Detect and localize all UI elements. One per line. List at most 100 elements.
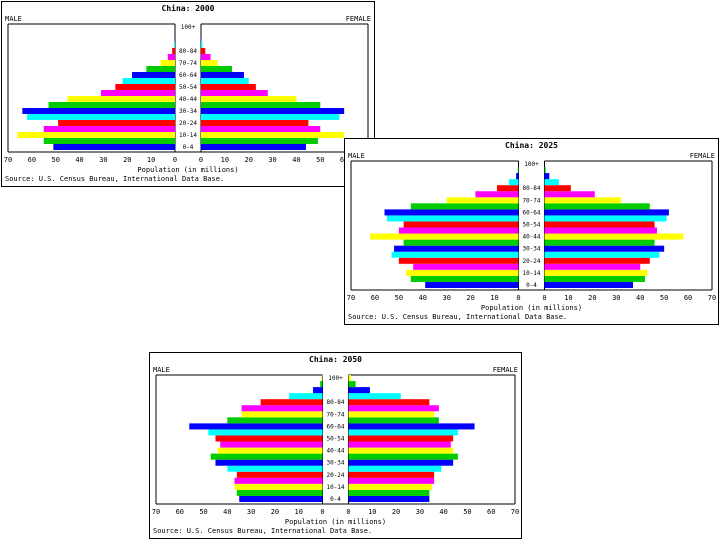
male-bar-75-79	[475, 191, 519, 198]
x-tick-label: 0	[346, 508, 350, 516]
female-bar-20-24	[201, 120, 309, 126]
female-bar-80-84	[544, 185, 571, 192]
female-bar-85-89	[201, 42, 203, 48]
male-bar-40-44	[67, 96, 175, 102]
female-bar-65-69	[348, 417, 439, 424]
male-bar-15-19	[234, 477, 323, 484]
female-bar-5-9	[544, 275, 645, 282]
x-tick-label: 50	[660, 294, 668, 302]
female-label: FEMALE	[493, 366, 518, 374]
x-tick-label: 60	[487, 508, 495, 516]
male-bar-10-14	[406, 269, 519, 276]
source-note: Source: U.S. Census Bureau, Internationa…	[348, 313, 567, 321]
male-label: MALE	[348, 152, 365, 160]
x-tick-label: 0	[320, 508, 324, 516]
male-bar-30-34	[215, 459, 323, 466]
x-tick-label: 60	[371, 294, 379, 302]
male-bar-65-69	[227, 417, 323, 424]
male-bar-65-69	[146, 66, 175, 72]
age-label: 60-64	[522, 209, 540, 216]
male-bar-40-44	[217, 447, 323, 454]
male-bar-40-44	[370, 233, 519, 240]
female-bar-100+	[348, 375, 351, 382]
age-label: 10-14	[522, 270, 540, 277]
x-tick-label: 10	[564, 294, 572, 302]
male-bar-75-79	[167, 54, 175, 60]
male-bar-10-14	[17, 132, 175, 138]
x-tick-label: 50	[199, 508, 207, 516]
male-label: MALE	[153, 366, 170, 374]
x-tick-label: 70	[347, 294, 355, 302]
age-label: 10-14	[179, 132, 197, 139]
age-label: 20-24	[326, 472, 344, 479]
female-bar-0-4	[544, 281, 634, 288]
male-label: MALE	[5, 15, 22, 23]
x-tick-label: 50	[463, 508, 471, 516]
x-tick-label: 30	[247, 508, 255, 516]
male-bar-10-14	[234, 483, 323, 490]
female-bar-60-64	[201, 72, 244, 78]
age-label: 70-74	[522, 197, 540, 204]
x-tick-label: 0	[199, 156, 203, 164]
female-bar-60-64	[348, 423, 475, 430]
age-label: 80-84	[179, 48, 197, 55]
female-bar-15-19	[201, 126, 321, 132]
male-bar-70-74	[160, 60, 175, 66]
age-label: 20-24	[179, 120, 197, 127]
male-bar-80-84	[172, 48, 175, 54]
female-bar-35-39	[348, 453, 458, 460]
male-bar-45-49	[398, 227, 519, 234]
pyramid-panel-2025: China: 2025 MALE FEMALE 0-4 10-14 20-24 30-34 4…	[344, 138, 719, 325]
female-bar-90-94	[348, 387, 370, 394]
female-label: FEMALE	[690, 152, 715, 160]
age-label: 0-4	[330, 496, 341, 503]
x-axis-label: Population (in millions)	[481, 304, 582, 312]
male-bar-45-49	[101, 90, 175, 96]
male-bar-90-94	[516, 173, 519, 180]
male-bar-15-19	[43, 126, 176, 132]
male-bar-55-59	[386, 215, 519, 222]
x-tick-label: 60	[176, 508, 184, 516]
female-bar-80-84	[348, 399, 430, 406]
male-bar-70-74	[446, 197, 519, 204]
age-label: 50-54	[326, 436, 344, 443]
female-bar-15-19	[544, 263, 641, 270]
x-tick-label: 60	[28, 156, 36, 164]
male-bar-20-24	[236, 471, 323, 478]
x-tick-label: 30	[99, 156, 107, 164]
age-label: 40-44	[179, 96, 197, 103]
female-bar-15-19	[348, 477, 435, 484]
age-label: 50-54	[522, 222, 540, 229]
x-tick-label: 40	[439, 508, 447, 516]
male-bar-55-59	[122, 78, 175, 84]
chart-title: China: 2050	[309, 354, 362, 364]
chart-title: China: 2025	[505, 140, 558, 150]
x-tick-label: 30	[442, 294, 450, 302]
x-tick-label: 70	[4, 156, 12, 164]
male-bar-50-54	[215, 435, 323, 442]
female-bar-70-74	[348, 411, 435, 418]
age-label: 40-44	[326, 448, 344, 455]
x-tick-label: 40	[75, 156, 83, 164]
female-bar-35-39	[201, 102, 321, 108]
x-tick-label: 70	[708, 294, 716, 302]
population-pyramid-svg: China: 2025 MALE FEMALE 0-4 10-14 20-24 30-34 4…	[347, 140, 716, 321]
x-tick-label: 50	[395, 294, 403, 302]
female-bar-90-94	[544, 173, 550, 180]
male-bar-5-9	[43, 138, 176, 144]
x-tick-label: 10	[221, 156, 229, 164]
male-bar-60-64	[384, 209, 519, 216]
male-bar-60-64	[189, 423, 323, 430]
female-bar-75-79	[348, 405, 439, 412]
female-bar-30-34	[348, 459, 454, 466]
male-bar-0-4	[425, 281, 519, 288]
male-bar-65-69	[410, 203, 519, 210]
female-bar-70-74	[544, 197, 622, 204]
female-bar-65-69	[544, 203, 650, 210]
male-bar-50-54	[115, 84, 175, 90]
age-label: 40-44	[522, 234, 540, 241]
female-bar-50-54	[201, 84, 256, 90]
x-tick-label: 60	[684, 294, 692, 302]
x-tick-label: 0	[173, 156, 177, 164]
x-tick-label: 20	[466, 294, 474, 302]
